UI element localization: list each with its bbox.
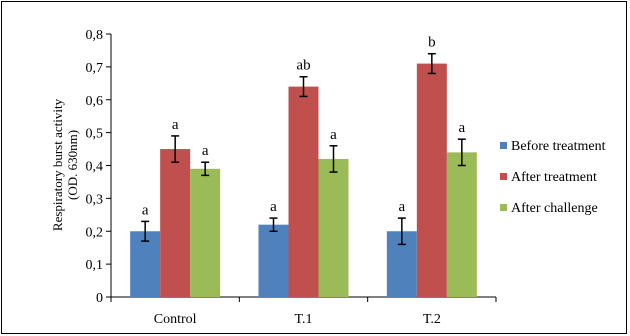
y-tick-label: 0,6	[86, 94, 104, 109]
y-ticks: 0 0,1 0,2 0,3 0,4 0,5 0,6 0,7 0,8	[86, 28, 111, 306]
bar	[318, 158, 349, 297]
legend-label: After treatment	[511, 170, 597, 185]
significance-label: a	[398, 199, 405, 215]
y-tick-label: 0,7	[86, 61, 104, 76]
bar	[258, 224, 289, 297]
legend-label: After challenge	[511, 201, 598, 216]
significance-label: a	[270, 199, 277, 215]
significance-label: a	[202, 143, 209, 159]
x-ticks: Control T.1 T.2	[110, 297, 497, 327]
x-tick-label: T.2	[423, 312, 441, 327]
y-axis-title-line1: Respiratory burst activity	[50, 98, 65, 231]
significance-label: ab	[296, 58, 310, 74]
bar	[190, 168, 221, 297]
legend-swatch	[500, 142, 507, 149]
significance-label: a	[142, 202, 149, 218]
y-axis-title: Respiratory burst activity (OD. 630nm)	[50, 98, 80, 231]
bar	[288, 86, 319, 297]
y-tick-label: 0,4	[86, 160, 104, 175]
legend-label: Before treatment	[511, 139, 606, 154]
y-axis-title-line2: (OD. 630nm)	[65, 130, 80, 200]
y-tick-label: 0	[96, 291, 103, 306]
bar	[446, 152, 477, 297]
bar	[416, 63, 447, 298]
y-tick-label: 0,2	[86, 225, 104, 240]
bar	[130, 231, 161, 297]
y-tick-label: 0,8	[86, 28, 104, 43]
x-tick-label: Control	[154, 312, 197, 327]
legend: Before treatment After treatment After cha…	[500, 139, 606, 216]
y-tick-label: 0,1	[86, 258, 104, 273]
y-tick-label: 0,5	[86, 127, 104, 142]
bar	[160, 149, 191, 297]
significance-label: a	[458, 120, 465, 136]
x-tick-label: T.1	[294, 312, 312, 327]
legend-swatch	[500, 173, 507, 180]
significance-label: a	[172, 117, 179, 133]
significance-label: a	[330, 127, 337, 143]
legend-swatch	[500, 204, 507, 211]
y-tick-label: 0,3	[86, 192, 104, 207]
significance-label: b	[428, 35, 436, 51]
